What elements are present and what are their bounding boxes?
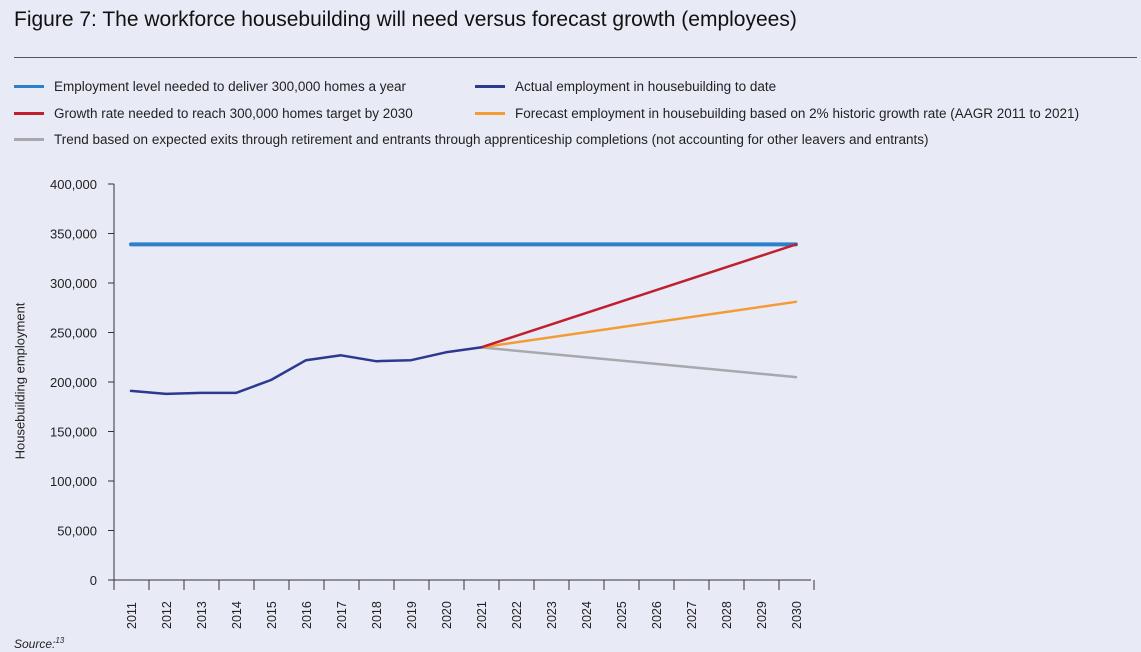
x-tick-label: 2012 (160, 601, 174, 629)
x-tick-label: 2030 (790, 601, 804, 629)
source-footnote-ref: 13 (55, 636, 65, 645)
legend-label-trend: Trend based on expected exits through re… (54, 131, 929, 147)
x-tick-label: 2020 (440, 601, 454, 629)
legend-item-trend: Trend based on expected exits through re… (14, 129, 929, 149)
x-tick-label: 2024 (580, 601, 594, 629)
legend-item-growth: Growth rate needed to reach 300,000 home… (14, 103, 413, 123)
x-tick-label: 2025 (615, 601, 629, 629)
legend-swatch-actual (475, 84, 505, 88)
chart-title: Figure 7: The workforce housebuilding wi… (14, 8, 797, 31)
x-tick-label: 2027 (685, 601, 699, 629)
x-tick-label: 2014 (230, 601, 244, 629)
legend-item-forecast: Forecast employment in housebuilding bas… (475, 103, 1079, 123)
series-line-forecast (479, 300, 798, 349)
y-tick-label: 50,000 (57, 524, 97, 539)
y-tick-label: 300,000 (50, 276, 97, 291)
series-line-trend (479, 346, 798, 379)
y-tick-label: 250,000 (50, 326, 97, 341)
x-tick-label: 2021 (475, 601, 489, 629)
y-tick-label: 0 (90, 573, 97, 588)
series-line-actual (129, 346, 483, 396)
x-tick-label: 2026 (650, 601, 664, 629)
legend-label-growth: Growth rate needed to reach 300,000 home… (54, 105, 413, 121)
legend-swatch-needed (14, 84, 44, 88)
x-tick-label: 2028 (720, 601, 734, 629)
y-tick-label: 200,000 (50, 375, 97, 390)
x-tick-label: 2015 (265, 601, 279, 629)
legend-swatch-trend (14, 137, 44, 141)
legend-item-needed: Employment level needed to deliver 300,0… (14, 76, 406, 96)
y-tick-label: 100,000 (50, 474, 97, 489)
x-tick-label: 2019 (405, 601, 419, 629)
legend-label-needed: Employment level needed to deliver 300,0… (54, 78, 406, 94)
x-tick-label: 2013 (195, 601, 209, 629)
x-tick-label: 2017 (335, 601, 349, 629)
x-tick-label: 2023 (545, 601, 559, 629)
source-note: Source:13 (14, 636, 64, 651)
legend-label-actual: Actual employment in housebuilding to da… (515, 78, 777, 94)
title-divider (14, 57, 1137, 58)
series-line-growth (479, 243, 798, 349)
x-tick-label: 2018 (370, 601, 384, 629)
legend-swatch-forecast (475, 111, 505, 115)
legend-label-forecast: Forecast employment in housebuilding bas… (515, 105, 1080, 121)
x-tick-label: 2016 (300, 601, 314, 629)
source-label: Source: (14, 637, 56, 651)
x-tick-label: 2029 (755, 601, 769, 629)
legend-item-actual: Actual employment in housebuilding to da… (475, 76, 776, 96)
y-tick-label: 150,000 (50, 425, 97, 440)
y-tick-label: 400,000 (50, 177, 97, 192)
legend-swatch-growth (14, 111, 44, 115)
x-tick-label: 2011 (125, 602, 139, 629)
y-tick-label: 350,000 (50, 227, 97, 242)
x-tick-label: 2022 (510, 601, 524, 629)
